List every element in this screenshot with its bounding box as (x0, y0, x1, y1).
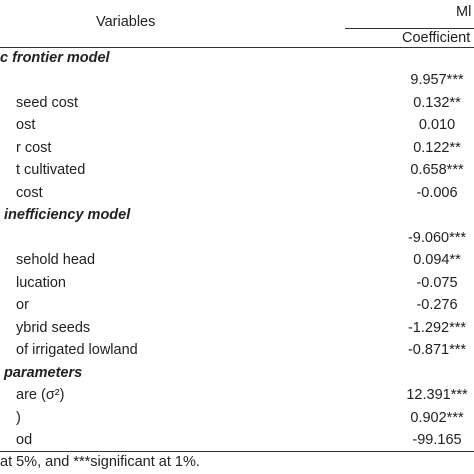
row-value: -0.871*** (407, 342, 467, 359)
row-label: seed cost (16, 94, 79, 111)
row-value: -0.006 (416, 184, 458, 201)
header-group: Ml (456, 4, 472, 20)
row-label: r cost (16, 139, 52, 156)
row-value: -9.060*** (407, 229, 467, 246)
footnote: at 5%, and ***significant at 1%. (0, 454, 200, 470)
row-value: 0.902*** (410, 409, 464, 426)
row-label: ybrid seeds (16, 319, 91, 336)
row-value: 9.957*** (410, 72, 464, 89)
row-label: or (16, 297, 29, 314)
row-label: t cultivated (16, 162, 86, 179)
section-heading: parameters (4, 364, 83, 381)
header-column: Coefficient (402, 30, 471, 46)
row-value: -0.276 (416, 297, 458, 314)
row-label: of irrigated lowland (16, 342, 138, 359)
section-heading: inefficiency model (4, 207, 131, 224)
row-label: are (σ²) (16, 387, 65, 404)
row-label: sehold head (16, 252, 96, 269)
row-value: 0.010 (418, 117, 456, 134)
row-value: 0.132** (413, 94, 461, 111)
row-label: lucation (16, 274, 66, 291)
row-value: 12.391*** (406, 387, 468, 404)
row-value: -99.165 (412, 431, 462, 448)
group-rule (345, 28, 474, 29)
section-heading: c frontier model (0, 50, 110, 66)
row-value: -0.075 (416, 274, 458, 291)
row-value: 0.122** (413, 139, 461, 156)
row-label: cost (16, 184, 43, 201)
row-label: ) (16, 409, 21, 426)
row-value: 0.094** (413, 252, 461, 269)
row-value: -1.292*** (407, 319, 467, 336)
row-value: 0.658*** (410, 162, 464, 179)
bottom-rule (0, 451, 474, 452)
row-label: ost (16, 117, 36, 134)
row-label: od (16, 431, 33, 448)
header-rule (0, 47, 474, 48)
header-variables: Variables (96, 14, 156, 30)
